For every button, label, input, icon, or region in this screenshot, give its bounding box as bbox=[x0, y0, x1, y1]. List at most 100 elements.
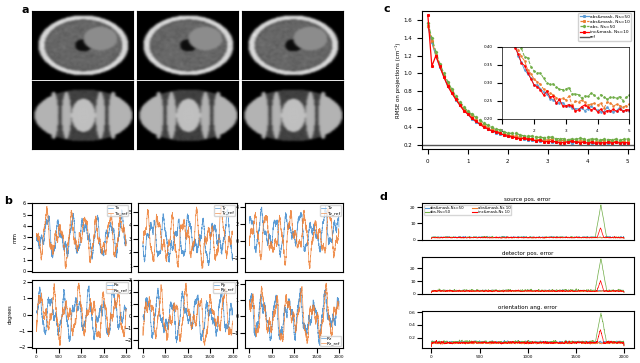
Ry_ref bbox=[201, 343, 209, 347]
Ry_ref bbox=[143, 309, 151, 313]
inc&mask, Ns=10 bbox=[624, 140, 632, 145]
Ty bbox=[180, 252, 188, 256]
Rz bbox=[296, 286, 304, 291]
Rz_ref bbox=[333, 309, 340, 313]
Rz bbox=[289, 313, 297, 317]
Ty bbox=[226, 238, 234, 243]
Rz_ref bbox=[335, 307, 343, 312]
Ty_ref bbox=[182, 236, 190, 240]
Ry_ref bbox=[182, 286, 190, 291]
abs&mask, Ns=10 bbox=[468, 114, 476, 118]
inc&mask, Ns=10 bbox=[620, 140, 627, 145]
Ty bbox=[204, 264, 212, 268]
abs&mask, Ns=50 bbox=[468, 117, 476, 121]
Tx_ref bbox=[33, 234, 40, 239]
abs&mask, Ns=10 bbox=[556, 138, 564, 143]
Tz bbox=[289, 233, 297, 237]
Y-axis label: RMSE on projections (cm⁻¹): RMSE on projections (cm⁻¹) bbox=[395, 42, 401, 118]
Ry bbox=[143, 301, 151, 305]
Tx_ref bbox=[37, 256, 45, 260]
abs&mask, Ns=10 bbox=[592, 140, 600, 144]
abs. Ns=50 bbox=[468, 112, 476, 117]
Tz_ref bbox=[246, 236, 253, 241]
Tx_ref bbox=[76, 232, 84, 237]
Rx bbox=[76, 301, 84, 306]
Ry_ref bbox=[226, 327, 234, 331]
Rx bbox=[120, 311, 127, 315]
Ty bbox=[210, 226, 218, 230]
inc&mask, Ns=10 bbox=[484, 126, 492, 131]
abs&mask, Ns=10 bbox=[424, 24, 432, 28]
Ry_ref bbox=[182, 281, 190, 285]
Rx_ref bbox=[122, 308, 130, 312]
inc&mask, Ns=10 bbox=[568, 139, 575, 143]
Text: Inc. w. mask: Inc. w. mask bbox=[243, 5, 286, 10]
Rz_ref bbox=[316, 336, 324, 340]
Rx_ref bbox=[76, 293, 84, 298]
Tz bbox=[276, 255, 284, 260]
abs&mask, Ns=50 bbox=[484, 127, 492, 131]
Rx_ref bbox=[33, 325, 40, 329]
Ty bbox=[223, 207, 231, 211]
Tz_ref bbox=[287, 214, 294, 218]
Rx bbox=[33, 309, 40, 313]
Tz bbox=[250, 227, 258, 231]
Text: d: d bbox=[380, 192, 387, 202]
Y-axis label: degrees: degrees bbox=[8, 304, 13, 324]
Legend: Ry, Ry_ref: Ry, Ry_ref bbox=[213, 282, 235, 293]
Line: Tx: Tx bbox=[36, 210, 126, 259]
Text: Abs. w. mask: Abs. w. mask bbox=[137, 5, 183, 10]
Tz bbox=[287, 226, 294, 230]
Rz bbox=[333, 307, 340, 311]
Tz_ref bbox=[335, 231, 343, 236]
Rx_ref bbox=[120, 331, 127, 335]
abs&mask, Ns=10 bbox=[484, 126, 492, 130]
Text: a: a bbox=[22, 5, 29, 16]
Tz bbox=[316, 248, 324, 252]
Tx_ref bbox=[120, 224, 127, 229]
Rz_ref bbox=[250, 305, 258, 309]
Line: Ry: Ry bbox=[143, 288, 232, 343]
Legend: abs&mask,Ns=50, abs.Ns=50, abs&mask,Ns 10, inc&mask,Ns 10: abs&mask,Ns=50, abs.Ns=50, abs&mask,Ns 1… bbox=[424, 205, 511, 215]
Rx bbox=[122, 309, 130, 314]
Ry bbox=[226, 306, 234, 311]
Legend: Rz, Rz_ref: Rz, Rz_ref bbox=[319, 335, 341, 346]
Line: inc&mask, Ns=10: inc&mask, Ns=10 bbox=[427, 15, 628, 144]
abs. Ns=50 bbox=[616, 138, 623, 143]
inc&mask, Ns=10 bbox=[556, 141, 564, 145]
Rz bbox=[333, 307, 340, 311]
Rx_ref bbox=[75, 281, 83, 285]
Tx bbox=[37, 235, 45, 240]
Line: Rz: Rz bbox=[250, 289, 339, 345]
Text: Abs. wo. mask: Abs. wo. mask bbox=[32, 5, 83, 10]
Rx bbox=[74, 309, 81, 313]
Ry bbox=[180, 305, 188, 309]
Y-axis label: mm: mm bbox=[12, 232, 17, 243]
Legend: Tz, Tz_ref: Tz, Tz_ref bbox=[320, 205, 341, 216]
abs&mask, Ns=10 bbox=[488, 127, 495, 131]
Line: Rz_ref: Rz_ref bbox=[250, 283, 339, 343]
Text: c: c bbox=[384, 4, 390, 14]
Ry_ref bbox=[139, 325, 147, 329]
Rx_ref bbox=[103, 318, 111, 323]
Rz bbox=[316, 343, 323, 347]
Tz_ref bbox=[306, 266, 314, 271]
Ty bbox=[143, 232, 151, 237]
Ty_ref bbox=[198, 266, 206, 271]
ref bbox=[464, 143, 472, 148]
Rz bbox=[316, 336, 324, 340]
abs&mask, Ns=10 bbox=[624, 139, 632, 143]
Ry_ref bbox=[228, 319, 236, 323]
Line: Tz: Tz bbox=[250, 206, 339, 257]
abs. Ns=50 bbox=[484, 123, 492, 128]
Legend: abs&mask, Ns=50, abs&mask, Ns=10, abs. Ns=50, inc&mask, Ns=10, ref: abs&mask, Ns=50, abs&mask, Ns=10, abs. N… bbox=[579, 13, 632, 41]
Tx bbox=[118, 208, 125, 212]
ref bbox=[424, 143, 432, 148]
Rx_ref bbox=[120, 331, 127, 335]
Tz_ref bbox=[316, 228, 324, 232]
Rx bbox=[37, 300, 45, 304]
Rx bbox=[120, 312, 127, 316]
Ty_ref bbox=[226, 240, 234, 244]
Ry bbox=[173, 341, 180, 345]
Line: abs&mask, Ns=50: abs&mask, Ns=50 bbox=[427, 25, 628, 144]
